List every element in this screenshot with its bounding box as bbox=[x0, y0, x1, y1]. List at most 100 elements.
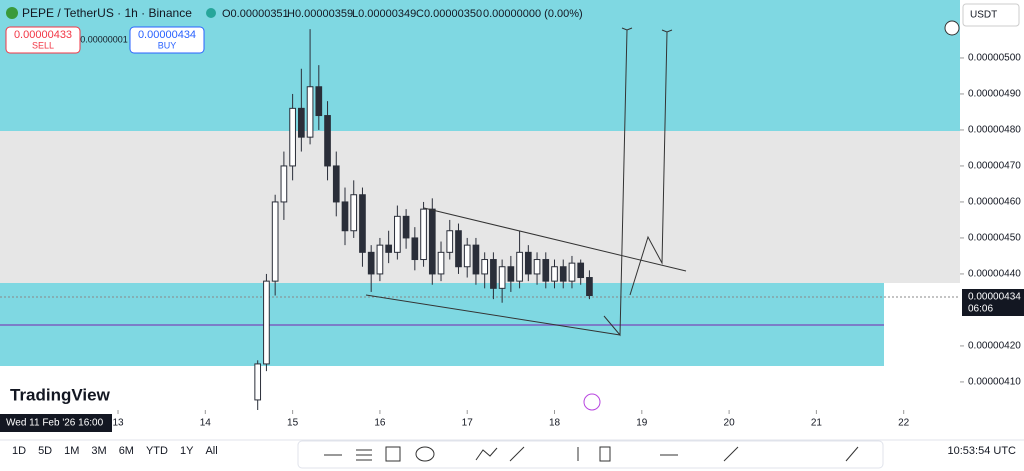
candle-body bbox=[507, 266, 515, 282]
timeframe-button[interactable]: 5D bbox=[38, 445, 52, 457]
drawing-tools[interactable] bbox=[297, 440, 884, 469]
y-tick-label: 0.00000470 bbox=[968, 161, 1021, 172]
symbol-icon bbox=[6, 7, 18, 19]
timeframe-button[interactable]: 6M bbox=[119, 445, 134, 457]
sell-label: SELL bbox=[32, 40, 54, 50]
status-dot bbox=[206, 8, 216, 18]
candle-body bbox=[254, 363, 262, 401]
candle-body bbox=[428, 208, 436, 275]
y-tick-label: 0.00000480 bbox=[968, 125, 1021, 136]
countdown: 06:06 bbox=[968, 304, 993, 315]
candle-body bbox=[332, 165, 340, 203]
x-tick-label: 14 bbox=[200, 418, 212, 429]
candle-body bbox=[586, 277, 593, 297]
buy-label: BUY bbox=[158, 40, 177, 50]
candle-body bbox=[524, 251, 532, 275]
candle-body bbox=[455, 230, 462, 268]
ohlc-low: L0.00000349 bbox=[352, 8, 416, 20]
candle-body bbox=[341, 201, 349, 232]
timeframe-button[interactable]: All bbox=[205, 445, 217, 457]
x-tick-label: 13 bbox=[112, 418, 124, 429]
candle-body bbox=[420, 208, 427, 261]
candle-body bbox=[350, 194, 358, 232]
candle-body bbox=[324, 115, 331, 167]
candle-body bbox=[568, 262, 576, 282]
sell-price: 0.00000433 bbox=[14, 29, 72, 41]
bottom-toolbar bbox=[0, 440, 1024, 471]
ohlc-change: 0.00000000 (0.00%) bbox=[483, 8, 583, 20]
pattern-drawing bbox=[365, 27, 687, 337]
price-axis bbox=[960, 0, 1024, 440]
crosshair-box bbox=[0, 414, 112, 432]
crosshair-date: Wed 11 Feb '26 16:00 bbox=[6, 418, 104, 429]
candle-body bbox=[559, 266, 567, 282]
last-price: 0.00000434 bbox=[968, 292, 1021, 303]
buy-price: 0.00000434 bbox=[138, 29, 196, 41]
candle-body bbox=[263, 280, 270, 365]
candle-body bbox=[498, 266, 506, 289]
y-tick-label: 0.00000500 bbox=[968, 53, 1021, 64]
event-icon bbox=[583, 393, 601, 411]
supply-zone bbox=[0, 0, 960, 131]
timeframe-button[interactable]: 1Y bbox=[180, 445, 194, 457]
x-tick-label: 19 bbox=[636, 418, 648, 429]
timeframe-button[interactable]: 1M bbox=[64, 445, 79, 457]
candle-body bbox=[542, 259, 550, 282]
candle-body bbox=[446, 230, 454, 253]
last-price-box bbox=[962, 289, 1024, 316]
candle-body bbox=[490, 259, 497, 289]
sell-button[interactable] bbox=[5, 26, 81, 54]
candle-body bbox=[551, 266, 558, 282]
candle-body bbox=[472, 244, 480, 275]
y-tick-label: 0.00000440 bbox=[968, 269, 1021, 280]
y-tick-label: 0.00000490 bbox=[968, 89, 1021, 100]
x-tick-label: 18 bbox=[549, 418, 561, 429]
y-tick-label: 0.00000450 bbox=[968, 233, 1021, 244]
clock: 10:53:54 UTC bbox=[948, 445, 1017, 457]
candle-body bbox=[298, 107, 305, 138]
y-tick-label: 0.00000460 bbox=[968, 197, 1021, 208]
candle-body bbox=[402, 215, 410, 239]
currency-select[interactable] bbox=[962, 3, 1020, 27]
candle-body bbox=[367, 251, 375, 275]
candle-body bbox=[359, 194, 366, 253]
candle-body bbox=[271, 201, 279, 282]
timeframe-button[interactable]: 1D bbox=[12, 445, 26, 457]
range-zone bbox=[0, 131, 960, 283]
candle-body bbox=[437, 251, 445, 275]
x-tick-label: 16 bbox=[374, 418, 386, 429]
time-axis bbox=[0, 410, 960, 440]
candle-body bbox=[463, 244, 471, 268]
candle-body bbox=[411, 237, 419, 261]
candle-body bbox=[516, 251, 523, 282]
candle-body bbox=[376, 244, 384, 275]
ohlc-open: O0.00000351 bbox=[222, 8, 289, 20]
candle-body bbox=[306, 86, 314, 138]
logo: TradingView bbox=[10, 385, 111, 404]
candle-body bbox=[385, 244, 392, 253]
x-tick-label: 15 bbox=[287, 418, 299, 429]
y-tick-label: 0.00000410 bbox=[968, 377, 1021, 388]
ohlc-high: H0.00000359 bbox=[287, 8, 353, 20]
candle-body bbox=[289, 107, 296, 167]
x-tick-label: 21 bbox=[811, 418, 823, 429]
x-tick-label: 20 bbox=[724, 418, 736, 429]
add-button[interactable] bbox=[944, 20, 960, 36]
spread: 0.00000001 bbox=[80, 34, 128, 44]
y-tick-label: 0.00000420 bbox=[968, 341, 1021, 352]
candle-body bbox=[577, 262, 585, 279]
buy-button[interactable] bbox=[129, 26, 205, 54]
symbol: PEPE / TetherUS · 1h · Binance bbox=[22, 6, 192, 20]
candle-body bbox=[280, 165, 288, 203]
candle-body bbox=[394, 215, 401, 253]
candle-body bbox=[533, 259, 541, 275]
timeframe-button[interactable]: 3M bbox=[91, 445, 106, 457]
ohlc-close: C0.00000350 bbox=[416, 8, 482, 20]
candle-body bbox=[315, 86, 323, 117]
currency: USDT bbox=[970, 10, 997, 21]
candle-body bbox=[481, 259, 489, 275]
x-tick-label: 22 bbox=[898, 418, 910, 429]
timeframe-button[interactable]: YTD bbox=[146, 445, 168, 457]
x-tick-label: 17 bbox=[462, 418, 474, 429]
